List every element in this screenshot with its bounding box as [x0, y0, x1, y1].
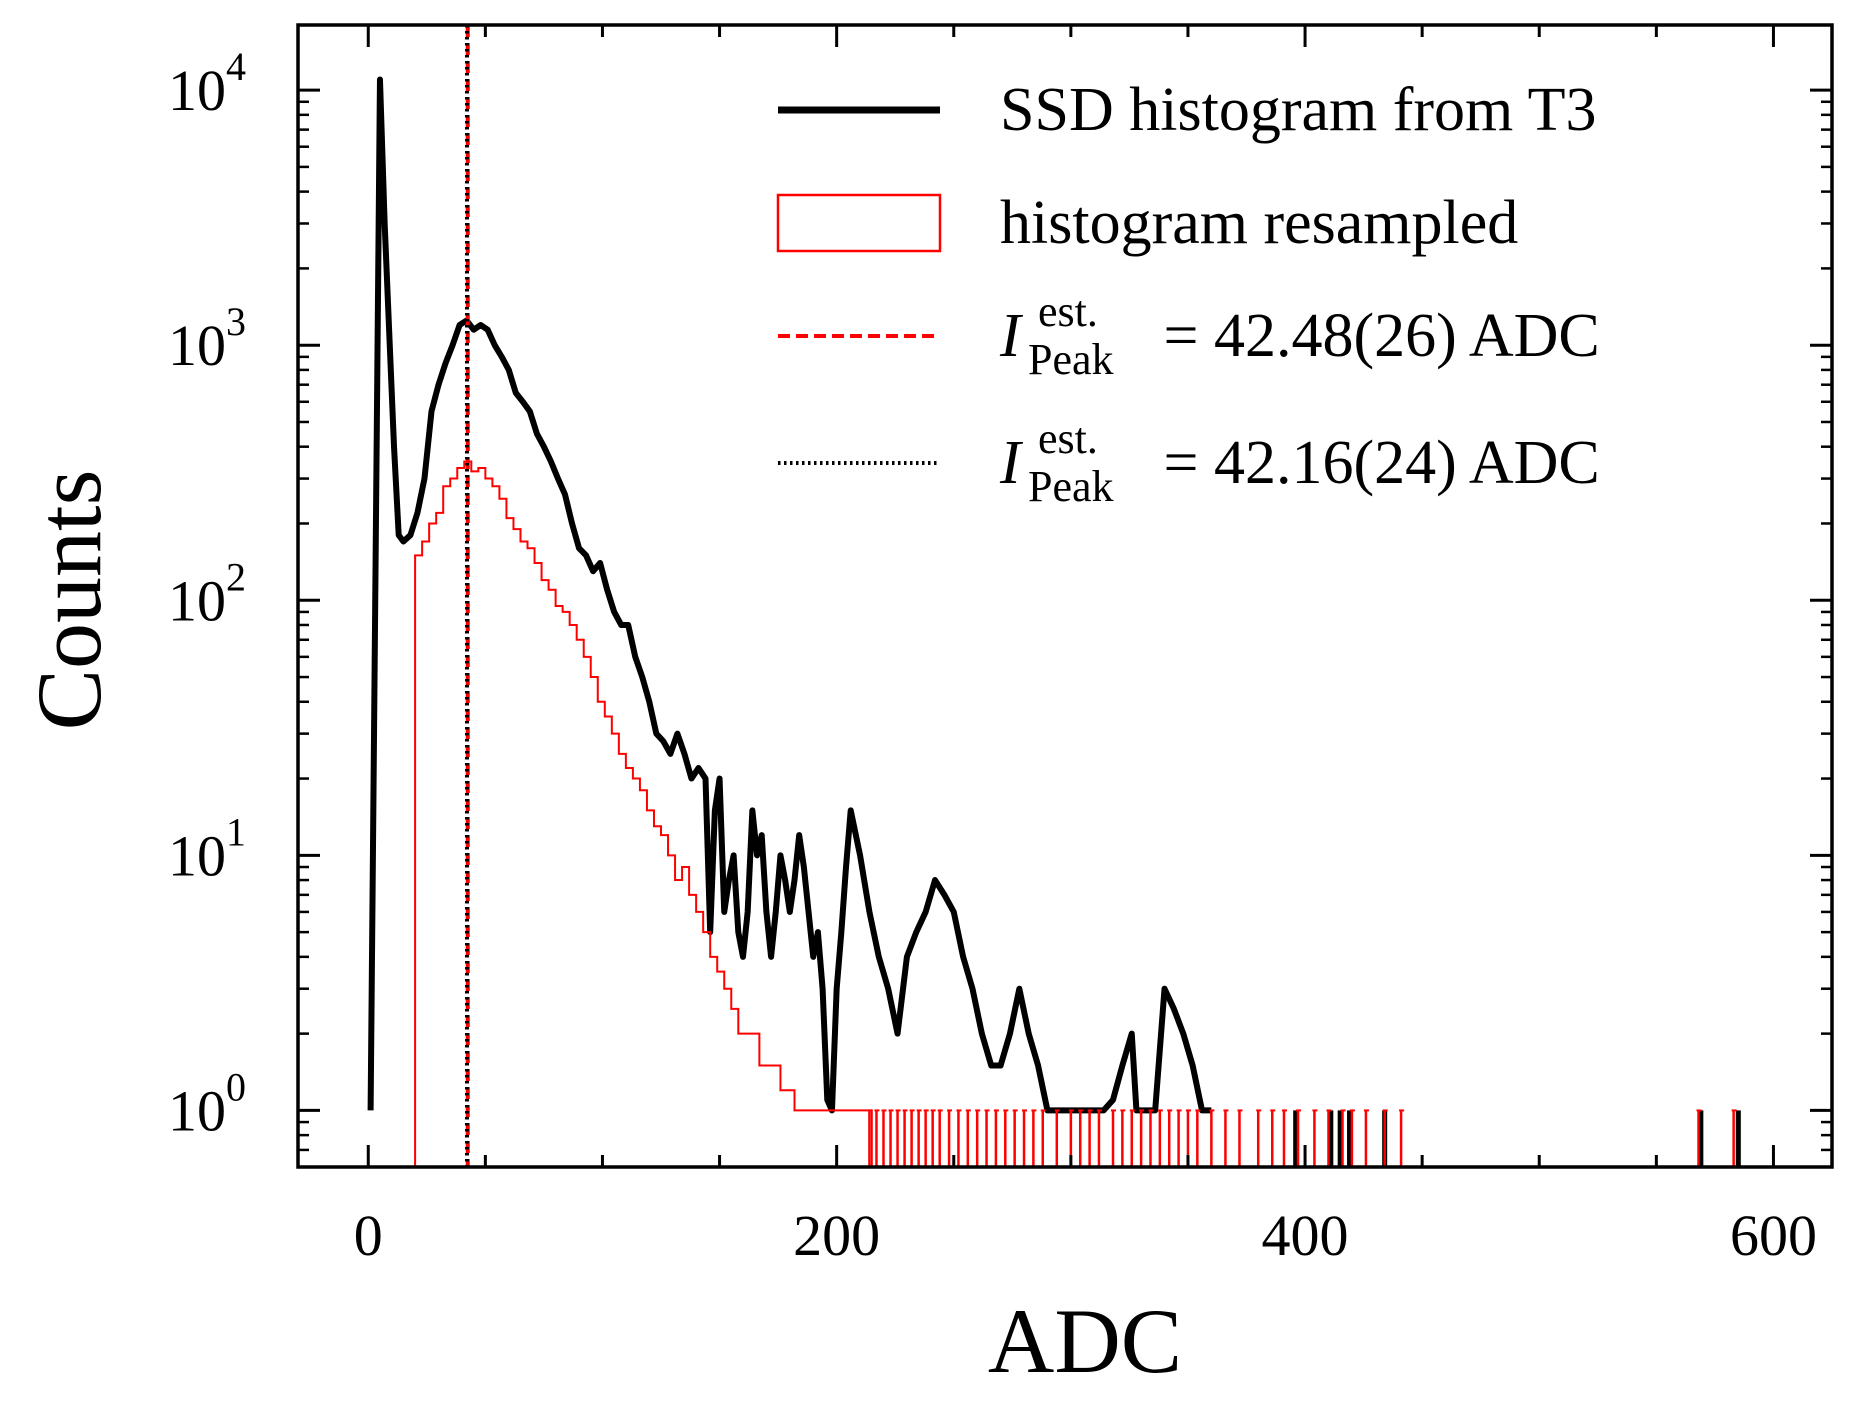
y-tick-base: 10 [168, 823, 226, 888]
y-tick-exponent: 1 [226, 809, 246, 854]
legend-entry-0: SSD histogram from T3 [778, 76, 1596, 144]
y-tick-label: 100 [168, 1064, 246, 1143]
x-tick-label: 400 [1262, 1203, 1349, 1268]
legend-value: = 42.16(24) ADC [1148, 429, 1600, 497]
legend-label: SSD histogram from T3 [1000, 76, 1596, 144]
y-tick-exponent: 4 [226, 44, 246, 89]
y-tick-base: 10 [168, 58, 226, 123]
series-resampled-histogram [414, 460, 873, 1167]
legend-superscript: est. [1038, 287, 1098, 336]
legend-superscript: est. [1038, 414, 1098, 463]
y-tick-label: 102 [168, 554, 246, 633]
y-tick-label: 104 [168, 44, 246, 123]
axes-frame [296, 23, 1834, 1169]
legend-label: I = 42.48(26) ADC [999, 302, 1600, 370]
x-axis-title: ADC [988, 1290, 1182, 1392]
y-axis-title: Counts [18, 470, 120, 731]
legend: SSD histogram from T3 histogram resampled… [776, 76, 1600, 511]
y-tick-exponent: 3 [226, 299, 246, 344]
y-tick-base: 10 [168, 313, 226, 378]
y-tick-label: 101 [168, 809, 246, 888]
y-tick-label: 103 [168, 299, 246, 378]
legend-symbol: I [999, 429, 1024, 497]
legend-value: = 42.48(26) ADC [1148, 302, 1600, 370]
legend-subscript: Peak [1028, 335, 1114, 384]
legend-entry-1: histogram resampled [776, 189, 1518, 257]
y-tick-base: 10 [168, 568, 226, 633]
legend-handle-outline-box [776, 193, 942, 253]
series-ssd-histogram-line [367, 76, 1212, 1114]
x-tick-label: 600 [1730, 1203, 1817, 1268]
legend-subscript: Peak [1028, 462, 1114, 511]
plot-area [367, 25, 1741, 1167]
x-tick-label: 200 [793, 1203, 880, 1268]
y-tick-base: 10 [168, 1078, 226, 1143]
y-tick-exponent: 0 [226, 1064, 246, 1109]
x-tick-label: 0 [354, 1203, 383, 1268]
y-tick-exponent: 2 [226, 554, 246, 599]
legend-label: I = 42.16(24) ADC [999, 429, 1600, 497]
legend-symbol: I [999, 302, 1024, 370]
legend-label: histogram resampled [1000, 189, 1518, 257]
